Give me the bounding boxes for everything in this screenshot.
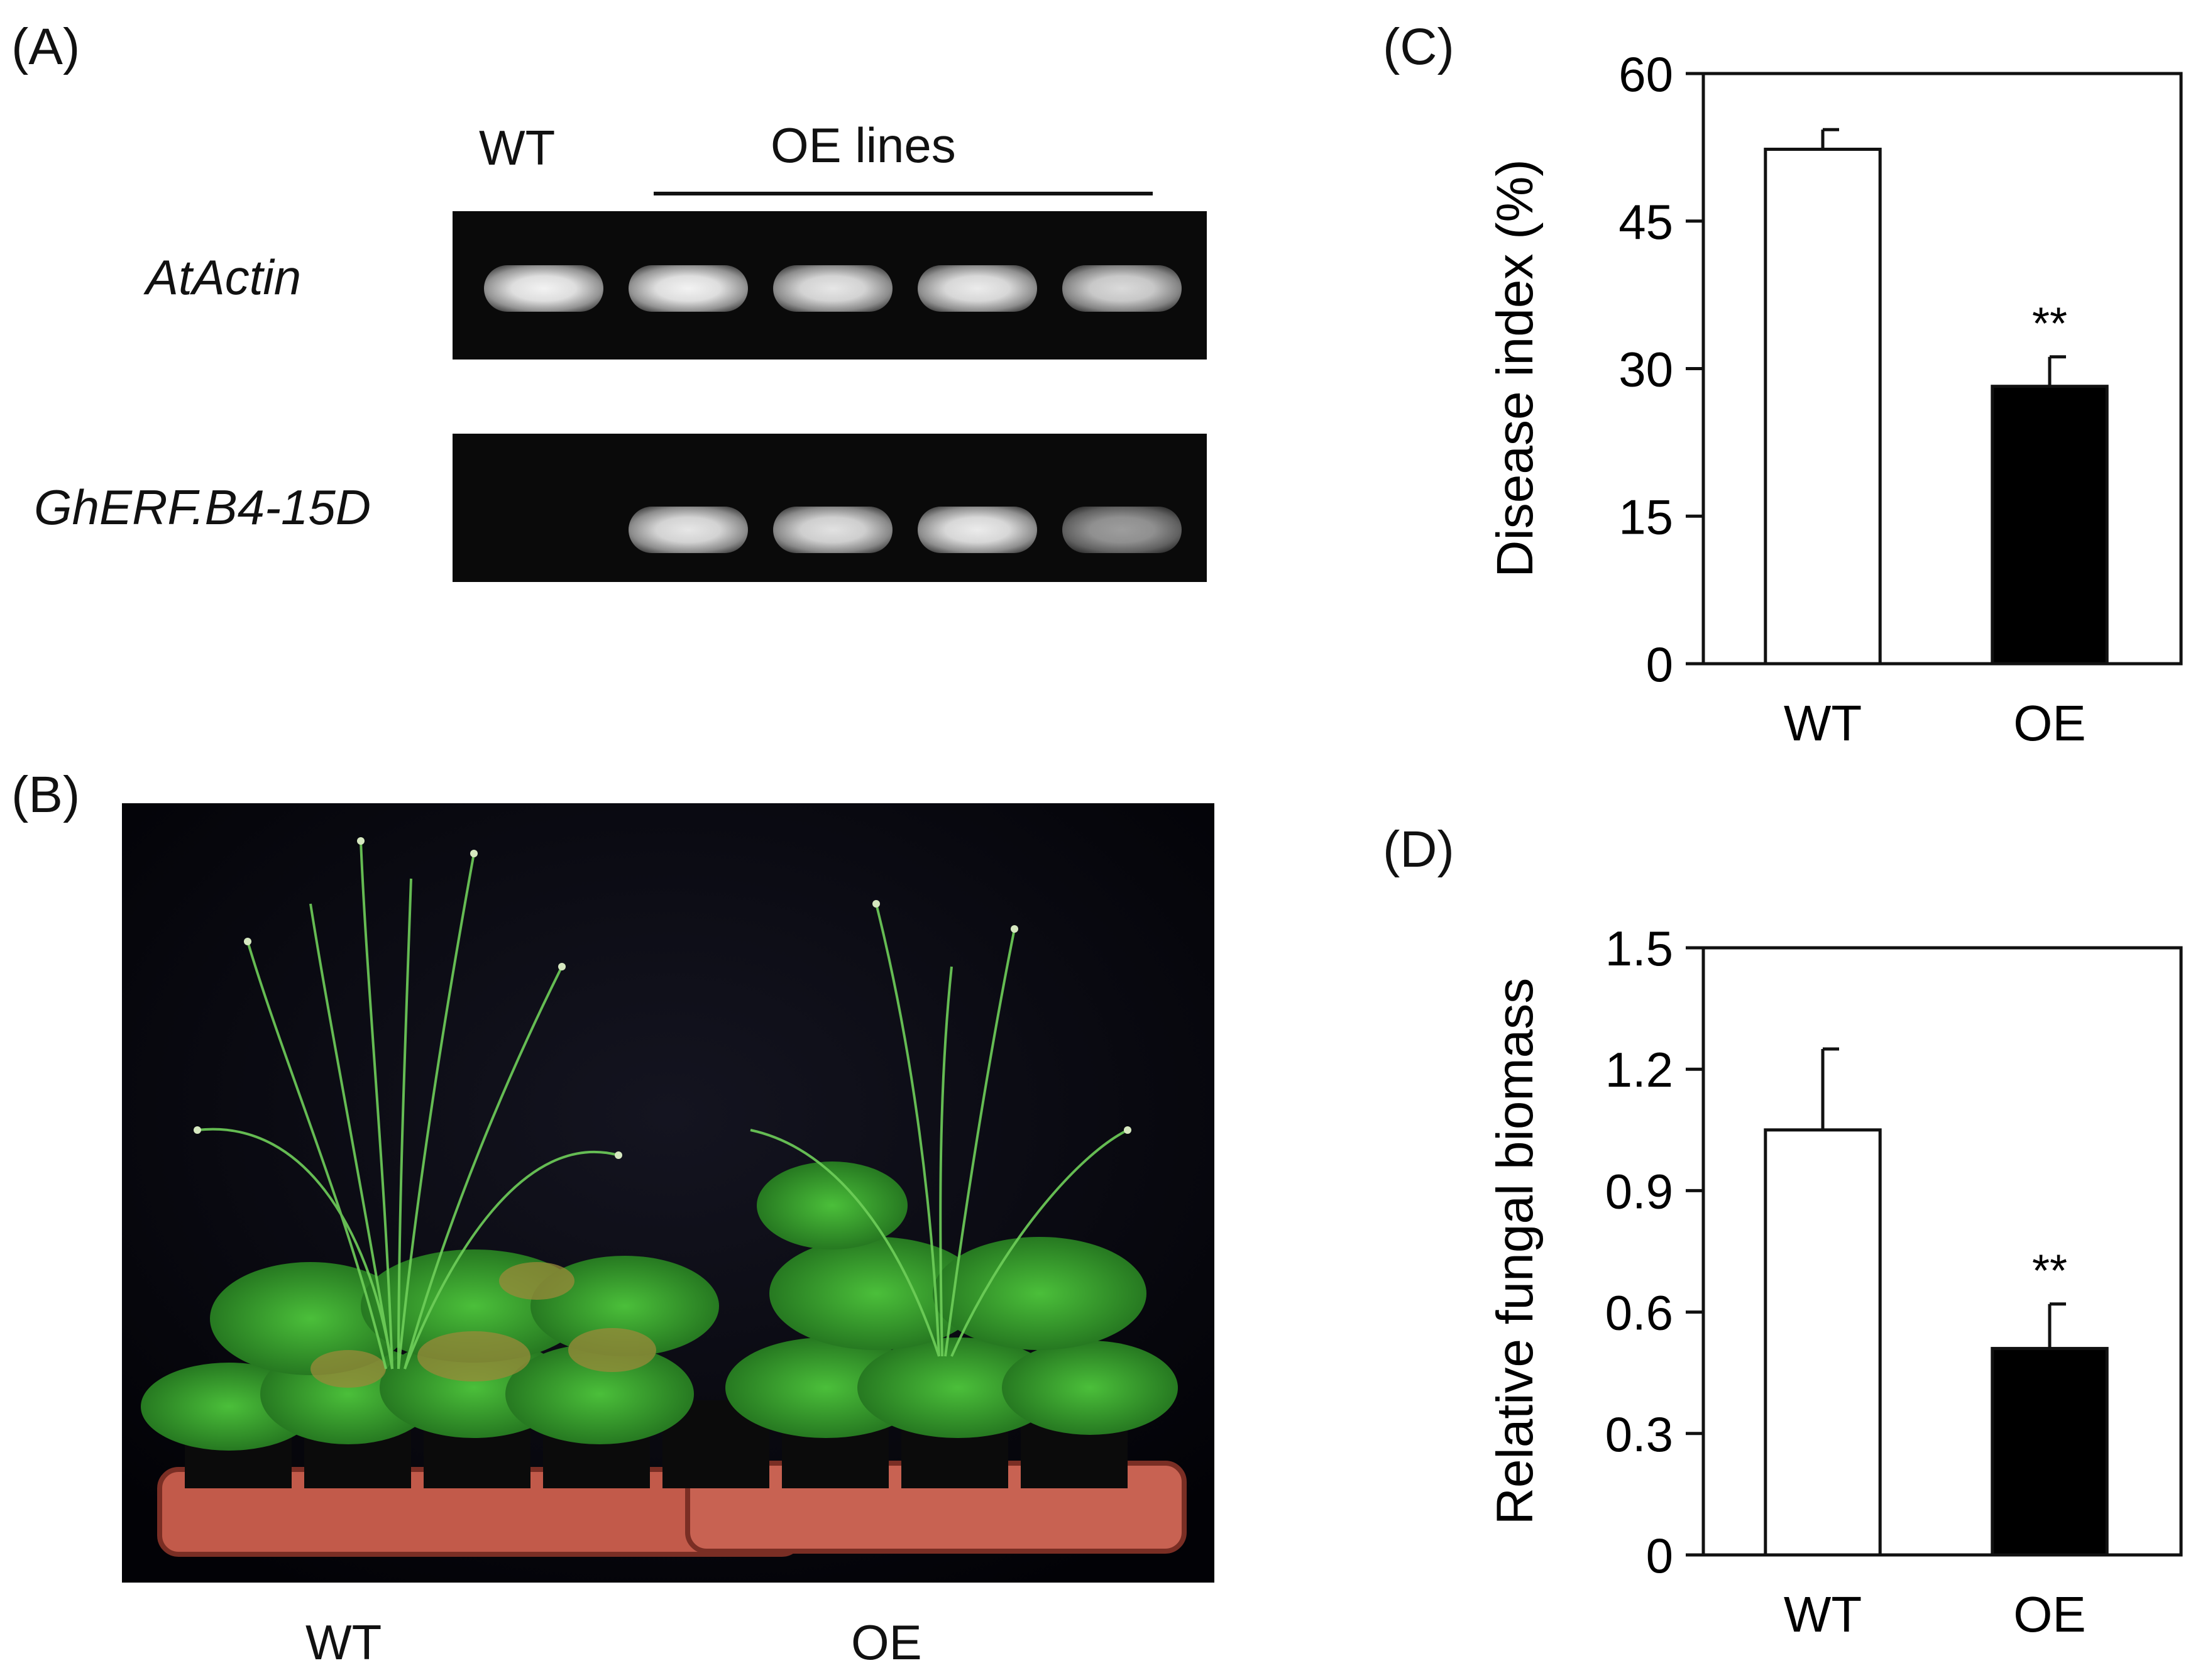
gene-label-atactin: AtActin <box>146 250 302 305</box>
plant-photo-illustration <box>122 803 1214 1583</box>
chart-disease-index: 0 15 30 45 60 ** WT OE Disease index (%) <box>1486 47 2183 751</box>
x-tick-label: WT <box>1784 1586 1862 1642</box>
photo-label-wt: WT <box>305 1615 382 1670</box>
gel-header-oe-lines: OE lines <box>771 118 956 173</box>
y-tick-label: 45 <box>1618 194 1673 250</box>
bar-oe <box>1991 1347 2109 1557</box>
plant-photo <box>122 803 1214 1583</box>
y-tick-label: 0 <box>1646 637 1673 692</box>
y-tick-label: 0 <box>1646 1528 1673 1583</box>
band <box>773 507 893 553</box>
y-tick-label: 60 <box>1618 47 1673 102</box>
band <box>1062 507 1182 553</box>
gel-atactin <box>453 211 1207 360</box>
photo-label-oe: OE <box>851 1615 922 1670</box>
panel-c-label: (C) <box>1383 18 1454 75</box>
significance-marker: ** <box>2032 1246 2067 1297</box>
band <box>918 265 1037 312</box>
x-tick-label: OE <box>2013 1586 2086 1642</box>
y-tick-label: 0.6 <box>1605 1285 1673 1341</box>
y-tick-label: 1.2 <box>1605 1042 1673 1097</box>
band <box>629 265 748 312</box>
panel-b-label: (B) <box>11 766 80 823</box>
y-axis-label: Disease index (%) <box>1486 159 1544 577</box>
y-tick-label: 15 <box>1618 489 1673 544</box>
band <box>918 507 1037 553</box>
y-tick-label: 0.3 <box>1605 1407 1673 1462</box>
y-tick-label: 30 <box>1618 342 1673 397</box>
bar-wt <box>1764 1128 1882 1557</box>
oe-lines-bracket <box>654 192 1153 195</box>
y-tick-label: 1.5 <box>1605 921 1673 976</box>
band <box>773 265 893 312</box>
panel-d-label: (D) <box>1383 821 1454 878</box>
significance-marker: ** <box>2032 299 2067 349</box>
band <box>484 265 603 312</box>
band <box>1062 265 1182 312</box>
bar-wt <box>1764 148 1882 666</box>
plot-frame <box>1701 946 2183 1557</box>
gene-label-gherf: GhERF.B4-15D <box>34 480 371 535</box>
panel-a-label: (A) <box>11 18 80 75</box>
x-tick-label: OE <box>2013 695 2086 751</box>
bar-oe <box>1991 385 2109 666</box>
y-tick-label: 0.9 <box>1605 1163 1673 1219</box>
x-tick-label: WT <box>1784 695 1862 751</box>
band <box>629 507 748 553</box>
y-axis-label: Relative fungal biomass <box>1486 978 1544 1525</box>
gel-header-wt: WT <box>479 120 556 175</box>
gel-gherf <box>453 434 1207 582</box>
chart-fungal-biomass: 0 0.3 0.6 0.9 1.2 1.5 ** WT OE Relative fungal… <box>1486 921 2183 1642</box>
